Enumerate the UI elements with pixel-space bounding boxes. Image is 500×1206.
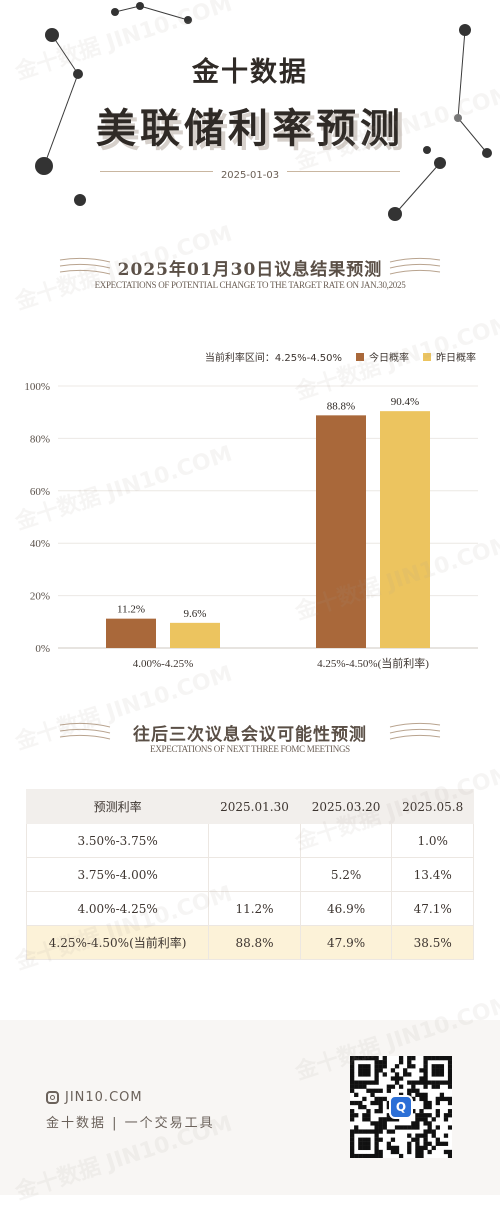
prob-cell: 46.9% — [299, 891, 393, 926]
bar — [380, 411, 430, 648]
prob-cell — [208, 857, 301, 892]
legend-label-today: 今日概率 — [369, 353, 409, 364]
rate-cell: 4.25%-4.50%(当前利率) — [25, 925, 210, 960]
y-tick-label: 40% — [30, 538, 50, 550]
table-header-row: 预测利率 2025.01.30 2025.03.20 2025.05.8 — [25, 789, 474, 824]
legend-swatch-today — [356, 352, 364, 361]
header-cell: 预测利率 — [25, 789, 210, 824]
x-category-label: 4.25%-4.50%(当前利率) — [317, 656, 429, 670]
bar — [316, 415, 366, 648]
table-row: 4.00%-4.25% 11.2% 46.9% 47.1% — [25, 891, 474, 926]
bar-value-label: 11.2% — [117, 604, 145, 616]
section2-subtitle: EXPECTATIONS OF NEXT THREE FOMC MEETINGS — [150, 744, 350, 754]
table-row-current-rate: 4.25%-4.50%(当前利率) 88.8% 47.9% 38.5% — [25, 925, 474, 960]
bar — [106, 618, 156, 648]
jin10-logo-icon — [46, 1091, 59, 1104]
prob-cell: 5.2% — [299, 857, 393, 892]
header-cell: 2025.01.30 — [208, 789, 301, 824]
y-tick-label: 60% — [30, 486, 50, 498]
section1-title: 2025年01月30日议息结果预测 — [117, 260, 383, 280]
footer-tagline: 金十数据 | 一个交易工具 — [46, 1116, 215, 1131]
chart-legend: 当前利率区间：4.25%-4.50% 今日概率 昨日概率 — [205, 349, 476, 364]
bar-value-label: 90.4% — [391, 396, 419, 408]
footer-site: JIN10.COM — [65, 1090, 143, 1105]
current-rate-range: 当前利率区间：4.25%-4.50% — [204, 353, 342, 364]
y-tick-label: 100% — [24, 381, 50, 393]
qr-code[interactable]: Q — [350, 1056, 453, 1159]
app-badge-icon: Q — [389, 1095, 413, 1119]
page-title: 美联储利率预测 — [96, 105, 404, 152]
y-tick-label: 20% — [30, 591, 50, 603]
prob-cell — [208, 823, 301, 858]
rate-cell: 4.00%-4.25% — [25, 891, 210, 926]
constellation-decoration — [35, 2, 492, 221]
bar — [170, 622, 220, 648]
y-tick-label: 80% — [30, 433, 50, 445]
report-date: 2025-01-03 — [212, 170, 288, 181]
y-tick-label: 0% — [35, 643, 50, 655]
rate-cell: 3.75%-4.00% — [25, 857, 210, 892]
prob-cell: 1.0% — [391, 823, 474, 858]
section1-title-ornament — [59, 257, 441, 275]
bar-value-label: 9.6% — [184, 608, 207, 620]
prob-cell: 47.1% — [391, 891, 474, 926]
header-cell: 2025.05.8 — [391, 789, 474, 824]
section2-title-ornament — [59, 722, 441, 740]
prob-cell: 11.2% — [208, 891, 301, 926]
section1-subtitle: EXPECTATIONS OF POTENTIAL CHANGE TO THE … — [94, 280, 406, 290]
table-row: 3.50%-3.75% 1.0% — [25, 823, 474, 858]
section2-title: 往后三次议息会议可能性预测 — [133, 725, 367, 745]
bar-value-label: 88.8% — [327, 400, 355, 412]
header: 金十数据 美联储利率预测 2025-01-03 — [0, 0, 500, 235]
header-cell: 2025.03.20 — [299, 789, 393, 824]
prob-cell: 38.5% — [391, 925, 474, 960]
prob-cell: 13.4% — [391, 857, 474, 892]
footer-logo[interactable]: JIN10.COM — [46, 1090, 143, 1105]
footer: JIN10.COM 金十数据 | 一个交易工具 Q — [0, 1020, 500, 1195]
prob-cell — [299, 823, 393, 858]
probability-bar-chart: 0% 20% 40% 60% 80% 100% 11.2% 9.6% 4.00%-4.25% 88… — [24, 381, 478, 670]
qr-code-pattern — [350, 1056, 453, 1159]
legend-label-yesterday: 昨日概率 — [436, 353, 476, 364]
legend-swatch-yesterday — [423, 352, 431, 361]
table-row: 3.75%-4.00% 5.2% 13.4% — [25, 857, 474, 892]
prob-cell: 88.8% — [208, 925, 301, 960]
brand-title: 金十数据 — [192, 57, 308, 88]
x-category-label: 4.00%-4.25% — [133, 658, 194, 670]
fomc-probability-table: 预测利率 2025.01.30 2025.03.20 2025.05.8 3.5… — [25, 789, 474, 960]
prob-cell: 47.9% — [299, 925, 393, 960]
rate-cell: 3.50%-3.75% — [25, 823, 210, 858]
